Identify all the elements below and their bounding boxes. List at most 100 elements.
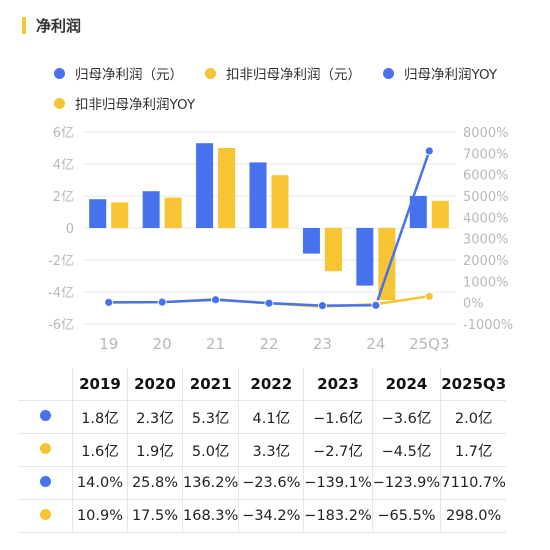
right-tick-label: 2000%	[463, 254, 508, 269]
category-label: 21	[206, 335, 225, 353]
left-tick-label: 6亿	[53, 126, 74, 141]
right-tick-label: 3000%	[463, 233, 508, 248]
yoy-point	[318, 301, 327, 311]
row-marker	[18, 499, 73, 533]
legend-item[interactable]: 扣非归母净利润（元）	[205, 63, 361, 83]
bar	[89, 199, 107, 228]
table-cell: −3.6亿	[372, 400, 442, 434]
legend-label: 归母净利润（元）	[75, 67, 183, 83]
bar	[196, 143, 214, 228]
year-header: 2024	[372, 368, 442, 401]
category-label: 25Q3	[409, 335, 449, 353]
bar	[142, 191, 160, 228]
legend-dot	[383, 67, 394, 79]
year-header: 2019	[72, 368, 128, 401]
left-tick-label: -4亿	[48, 286, 74, 301]
series-dot	[39, 476, 51, 487]
table-cell: 2.0亿	[440, 400, 507, 434]
table-cell: 168.3%	[182, 499, 240, 533]
table-row: 1.8亿 2.3亿 5.3亿 4.1亿 −1.6亿 −3.6亿 2.0亿	[18, 400, 507, 434]
combo-chart: 6亿 4亿 2亿 0 -2亿 -4亿 -6亿 8000% 7000% 6000% 5000% 4000…	[48, 126, 513, 353]
legend-row: 归母净利润（元） 扣非归母净利润（元） 归母净利润YOY	[54, 58, 524, 88]
table-cell: −23.6%	[238, 466, 305, 500]
legend-dot	[54, 67, 65, 79]
category-label: 22	[259, 335, 278, 353]
table-cell: 25.8%	[127, 466, 183, 500]
table-cell: 7110.7%	[440, 466, 507, 500]
yoy-point	[424, 291, 434, 301]
table-cell: 14.0%	[72, 466, 128, 500]
table-cell: 4.1亿	[238, 400, 305, 434]
table-header-row: 2019 2020 2021 2022 2023 2024 2025Q3	[18, 368, 507, 401]
table-cell: 17.5%	[127, 499, 183, 533]
bar	[249, 162, 267, 228]
bar	[111, 202, 129, 228]
series-dot	[39, 443, 51, 454]
right-tick-label: 6000%	[463, 169, 508, 184]
table-cell: −123.9%	[372, 466, 442, 500]
row-marker	[18, 433, 73, 467]
table-cell: −183.2%	[303, 499, 373, 533]
table-row: 10.9% 17.5% 168.3% −34.2% −183.2% −65.5%…	[18, 499, 507, 533]
year-header: 2021	[182, 368, 240, 401]
year-header: 2025Q3	[440, 368, 507, 401]
row-marker	[18, 466, 73, 500]
left-tick-label: 2亿	[53, 190, 74, 205]
yoy-point	[264, 298, 274, 308]
year-header: 2020	[127, 368, 183, 401]
right-tick-label: 4000%	[463, 211, 508, 226]
bar	[164, 197, 182, 228]
table-row: 1.6亿 1.9亿 5.0亿 3.3亿 −2.7亿 −4.5亿 1.7亿	[18, 433, 507, 467]
right-tick-label: 7000%	[463, 147, 508, 162]
year-header: 2022	[238, 368, 305, 401]
yoy-point	[104, 297, 114, 307]
right-tick-label: 5000%	[463, 190, 508, 205]
title-text: 净利润	[36, 16, 82, 35]
left-tick-label: 4亿	[53, 158, 74, 173]
table-cell: 298.0%	[440, 499, 507, 533]
category-label: 20	[153, 335, 172, 353]
bar	[271, 175, 289, 228]
left-tick-label: 0	[66, 222, 74, 237]
legend: 归母净利润（元） 扣非归母净利润（元） 归母净利润YOY 扣非归母净利润YOY	[54, 58, 524, 118]
category-label: 24	[366, 335, 385, 353]
table-cell: 1.6亿	[72, 433, 128, 467]
series-dot	[39, 410, 51, 421]
legend-label: 扣非归母净利润YOY	[75, 97, 196, 113]
table-row: 14.0% 25.8% 136.2% −23.6% −139.1% −123.9…	[18, 466, 507, 500]
legend-item[interactable]: 扣非归母净利润YOY	[54, 93, 195, 113]
category-label: 23	[313, 335, 332, 353]
legend-dot	[54, 97, 65, 109]
legend-label: 归母净利润YOY	[404, 67, 498, 83]
table-cell: 1.8亿	[72, 400, 128, 434]
right-tick-label: 8000%	[463, 126, 508, 141]
table-cell: −65.5%	[372, 499, 442, 533]
category-label: 19	[99, 335, 118, 353]
table-cell: −34.2%	[238, 499, 305, 533]
bar	[409, 196, 427, 228]
table-cell: 1.9亿	[127, 433, 183, 467]
legend-row: 扣非归母净利润YOY	[54, 88, 524, 118]
table-cell: 5.0亿	[182, 433, 240, 467]
legend-label: 扣非归母净利润（元）	[226, 67, 361, 83]
table-cell: −1.6亿	[303, 400, 373, 434]
yoy-point	[424, 146, 434, 156]
bar	[324, 228, 342, 272]
yoy-point	[157, 297, 167, 307]
yoy-point	[211, 295, 220, 305]
bar	[356, 228, 374, 286]
table-cell: −4.5亿	[372, 433, 442, 467]
table-cell: 10.9%	[72, 499, 128, 533]
table-cell: 1.7亿	[440, 433, 507, 467]
table-cell: 5.3亿	[182, 400, 240, 434]
table-cell: 2.3亿	[127, 400, 183, 434]
table-corner	[18, 368, 73, 401]
legend-item[interactable]: 归母净利润（元）	[54, 63, 183, 83]
data-table: 2019 2020 2021 2022 2023 2024 2025Q3 1.8…	[18, 368, 507, 533]
left-tick-label: -2亿	[48, 254, 74, 269]
right-tick-label: -1000%	[463, 318, 513, 333]
right-tick-label: 0%	[463, 297, 484, 312]
legend-item[interactable]: 归母净利润YOY	[383, 63, 497, 83]
left-tick-label: -6亿	[48, 318, 74, 333]
year-header: 2023	[303, 368, 373, 401]
